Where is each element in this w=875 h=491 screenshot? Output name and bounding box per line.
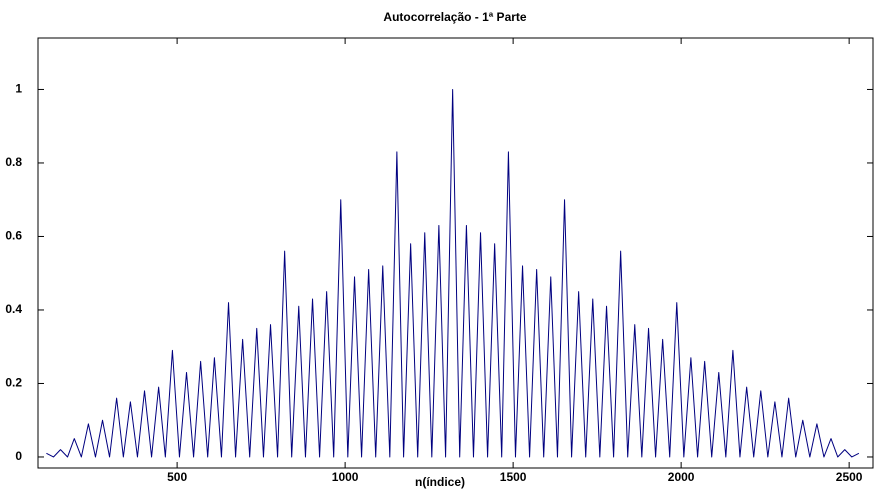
- y-tick-label: 0.2: [5, 376, 22, 390]
- y-tick-label: 0: [15, 449, 22, 463]
- x-axis-label: n(índice): [415, 475, 465, 489]
- x-tick-label: 1500: [500, 470, 527, 484]
- data-line: [46, 88, 860, 458]
- y-tick-label: 1: [15, 82, 22, 96]
- x-tick-label: 500: [167, 470, 187, 484]
- y-tick-label: 0.4: [5, 302, 22, 316]
- x-tick-label: 1000: [332, 470, 359, 484]
- chart-title: Autocorrelação - 1ª Parte: [383, 10, 526, 24]
- y-tick-label: 0.8: [5, 155, 22, 169]
- x-tick-label: 2500: [836, 470, 863, 484]
- y-tick-label: 0.6: [5, 229, 22, 243]
- x-tick-label: 2000: [668, 470, 695, 484]
